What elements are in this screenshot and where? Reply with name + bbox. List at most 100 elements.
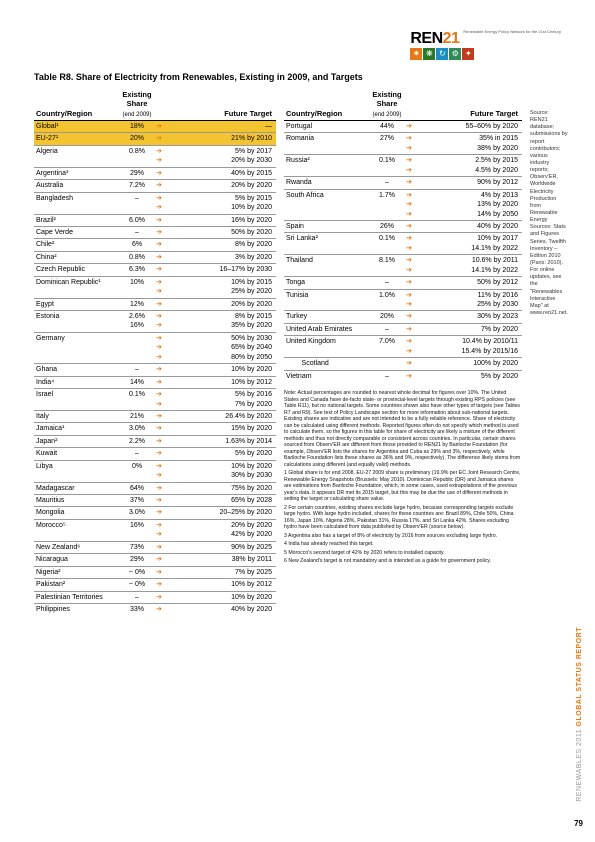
cell-target: 10% by 201525% by 2020 (164, 276, 276, 298)
cell-target: 11% by 201625% by 2030 (414, 289, 522, 311)
arrow-icon: ➔ (404, 323, 414, 335)
arrow-icon: ➔ (154, 579, 164, 591)
cell-region: Russia² (284, 155, 370, 177)
table-row: Portugal44%➔55–60% by 2020 (284, 121, 522, 133)
arrow-icon: ➔ (404, 121, 414, 133)
cell-region: Thailand (284, 255, 370, 277)
cell-share: 20% (370, 311, 404, 323)
cell-region: EU-27¹ (34, 133, 120, 145)
cell-share: 29% (120, 167, 154, 179)
cell-share: 12% (120, 298, 154, 310)
table-row: Mongolia3.0%➔20–25% by 2020 (34, 507, 276, 519)
cell-target: 16–17% by 2030 (164, 264, 276, 276)
cell-share: ~ 0% (120, 579, 154, 591)
cell-target: 7% by 2020 (414, 323, 522, 335)
cell-share: – (370, 323, 404, 335)
arrow-icon: ➔ (154, 214, 164, 226)
note-item: 6 New Zealand's target is not mandatory … (284, 558, 522, 565)
source-sidebar: Source: REN21 database; submissions by r… (530, 88, 568, 615)
cell-region: South Africa (284, 189, 370, 220)
cell-share: 2.6% 16% (120, 311, 154, 333)
cell-share: 3.0% (120, 423, 154, 435)
cell-region: Estonia (34, 311, 120, 333)
cell-target: 20–25% by 2020 (164, 507, 276, 519)
arrow-icon: ➔ (404, 311, 414, 323)
table-title: Table R8. Share of Electricity from Rene… (34, 72, 561, 82)
cell-share: – (120, 192, 154, 214)
arrow-icon: ➔ (154, 180, 164, 192)
table-row: Global¹18%➔— (34, 121, 276, 133)
arrow-icon: ➔ (404, 370, 414, 382)
cell-region: Brazil² (34, 214, 120, 226)
cell-target: 4% by 201313% by 202014% by 2050 (414, 189, 522, 220)
cell-target: 10% by 202030% by 2030 (164, 460, 276, 482)
table-row: Romania27%➔➔35% in 201538% by 2020 (284, 133, 522, 155)
cell-region: Algeria (34, 145, 120, 167)
cell-share: – (120, 448, 154, 460)
table-row: Jamaica¹3.0%➔15% by 2020 (34, 423, 276, 435)
cell-region: Italy (34, 410, 120, 422)
arrow-icon: ➔ (154, 591, 164, 603)
arrow-icon: ➔➔ (154, 145, 164, 167)
cell-region: Palestinian Territories (34, 591, 120, 603)
arrow-icon: ➔➔ (404, 233, 414, 255)
cell-target: 1.63% by 2014 (164, 435, 276, 447)
cell-region: Portugal (284, 121, 370, 133)
table-row: Thailand8.1%➔➔10.6% by 201114.1% by 2022 (284, 255, 522, 277)
cell-target: 5% by 20167% by 2020 (164, 389, 276, 411)
cell-target: 5% by 201510% by 2020 (164, 192, 276, 214)
arrow-icon: ➔ (404, 220, 414, 232)
table-row: Cape Verde–➔50% by 2020 (34, 226, 276, 238)
cell-target: 10% by 2012 (164, 376, 276, 388)
th-target: Future Target (164, 88, 276, 121)
note-item: 3 Argentina also has a target of 8% of e… (284, 533, 522, 540)
logo-bar: REN21 Renewable Energy Policy Network fo… (34, 30, 561, 60)
table-row: Philippines33%➔40% by 2020 (34, 603, 276, 615)
logo-icon: ❋ (423, 48, 435, 60)
cell-target: 8% by 201535% by 2020 (164, 311, 276, 333)
arrow-icon: ➔ (154, 239, 164, 251)
cell-target: 16% by 2020 (164, 214, 276, 226)
table-row: Turkey20%➔30% by 2023 (284, 311, 522, 323)
cell-region: Nicaragua (34, 554, 120, 566)
table-row: Libya0%➔➔10% by 202030% by 2030 (34, 460, 276, 482)
logo-icons: ✷❋↻⚙✦ (410, 51, 475, 58)
cell-target: 75% by 2020 (164, 482, 276, 494)
arrow-icon: ➔ (404, 358, 414, 370)
cell-region: Israel (34, 389, 120, 411)
arrow-icon: ➔➔ (154, 389, 164, 411)
table-row: Vietnam–➔5% by 2020 (284, 370, 522, 382)
cell-region: Morocco⁵ (34, 519, 120, 541)
cell-share: 7.0% (370, 336, 404, 358)
table-row: Morocco⁵16%➔➔20% by 202042% by 2020 (34, 519, 276, 541)
cell-target: 35% in 201538% by 2020 (414, 133, 522, 155)
cell-share: 6% (120, 239, 154, 251)
cell-target: 38% by 2011 (164, 554, 276, 566)
cell-region: Tonga (284, 277, 370, 289)
cell-target: 100% by 2020 (414, 358, 522, 370)
cell-target: 5% by 201720% by 2030 (164, 145, 276, 167)
cell-share: 0.8% (120, 145, 154, 167)
cell-share: 21% (120, 410, 154, 422)
cell-target: 50% by 2012 (414, 277, 522, 289)
side-label: RENEWABLES 2011 GLOBAL STATUS REPORT (576, 627, 583, 802)
table-row: Germany➔➔➔50% by 203065% by 204080% by 2… (34, 332, 276, 363)
cell-region: Sri Lanka² (284, 233, 370, 255)
cell-region: Scotland (284, 358, 370, 370)
logo-icon: ⚙ (449, 48, 461, 60)
arrow-icon: ➔ (154, 364, 164, 376)
cell-target: 30% by 2023 (414, 311, 522, 323)
table-row: Nigeria²~ 0%➔7% by 2025 (34, 566, 276, 578)
cell-share: – (120, 364, 154, 376)
cell-region: Romania (284, 133, 370, 155)
cell-region: Dominican Republic¹ (34, 276, 120, 298)
cell-share: 14% (120, 376, 154, 388)
cell-share (120, 332, 154, 363)
table-row: Egypt12%➔20% by 2020 (34, 298, 276, 310)
cell-region: United Kingdom (284, 336, 370, 358)
cell-target: 40% by 2015 (164, 167, 276, 179)
cell-target: — (164, 121, 276, 133)
cell-target: 20% by 202042% by 2020 (164, 519, 276, 541)
arrow-icon: ➔ (404, 177, 414, 189)
table-row: United Kingdom7.0%➔➔10.4% by 2010/1115.4… (284, 336, 522, 358)
